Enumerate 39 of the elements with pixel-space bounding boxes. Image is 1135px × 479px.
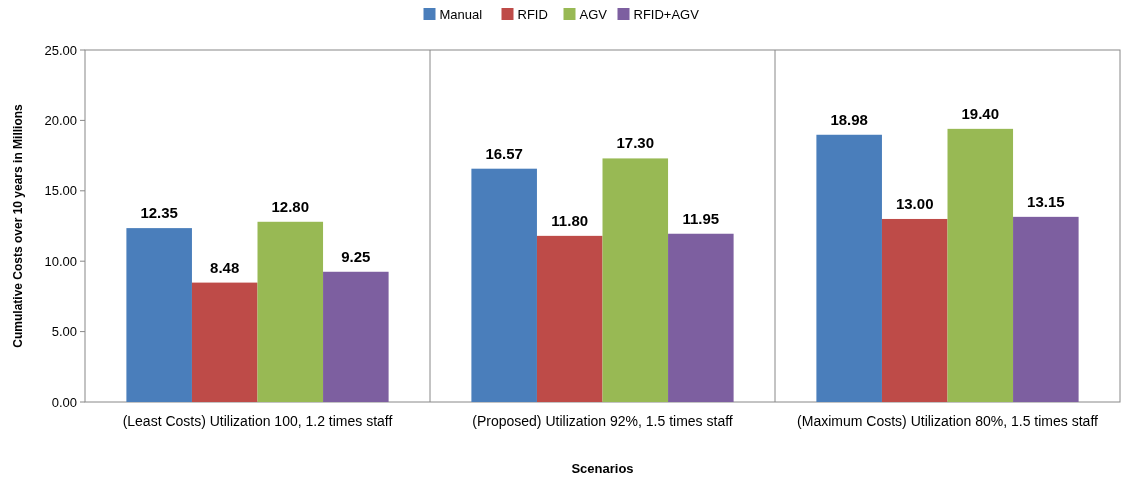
- legend-label: AGV: [579, 6, 608, 22]
- legend-label: RFID: [517, 6, 548, 22]
- bar: [191, 282, 258, 402]
- x-tick-label: (Maximum Costs) Utilization 80%, 1.5 times staff: [797, 413, 1099, 429]
- bar: [1013, 216, 1079, 402]
- x-tick-label: (Least Costs) Utilization 100, 1.2 times staff: [122, 413, 393, 429]
- x-tick-label: (Proposed) Utilization 92%, 1.5 times staff: [472, 413, 733, 429]
- x-axis-title: Scenarios: [571, 461, 634, 476]
- bar: [323, 271, 389, 402]
- bar: [536, 235, 603, 402]
- text: 8.48: [210, 258, 240, 276]
- bar: [668, 233, 734, 402]
- text: 17.30: [616, 134, 655, 152]
- y-tick-label: 15.00: [44, 183, 77, 199]
- bar: [471, 168, 537, 402]
- text: 11.95: [682, 209, 720, 227]
- bar: [816, 134, 882, 402]
- legend-label: RFID+AGV: [633, 6, 700, 22]
- text: 18.98: [830, 110, 868, 128]
- bar: [126, 228, 192, 402]
- text: 12.80: [271, 197, 310, 215]
- text: 13.15: [1027, 192, 1065, 210]
- text: 13.00: [895, 194, 934, 212]
- y-tick-label: 25.00: [44, 42, 77, 58]
- y-tick-label: 0.00: [51, 394, 77, 410]
- bar: [947, 128, 1014, 402]
- text: 11.80: [551, 211, 589, 229]
- bar: [602, 158, 669, 402]
- text: 19.40: [961, 104, 1000, 122]
- y-tick-label: 20.00: [44, 112, 77, 128]
- y-tick-label: 5.00: [51, 324, 77, 340]
- text: 16.57: [485, 144, 523, 162]
- bar: [881, 218, 948, 402]
- text: 12.35: [140, 204, 178, 222]
- y-axis-title: Cumulative Costs over 10 years in Millions: [11, 103, 25, 348]
- bar: [257, 221, 324, 402]
- text: 9.25: [341, 247, 371, 265]
- legend-label: Manual: [439, 6, 483, 22]
- y-tick-label: 10.00: [44, 253, 77, 269]
